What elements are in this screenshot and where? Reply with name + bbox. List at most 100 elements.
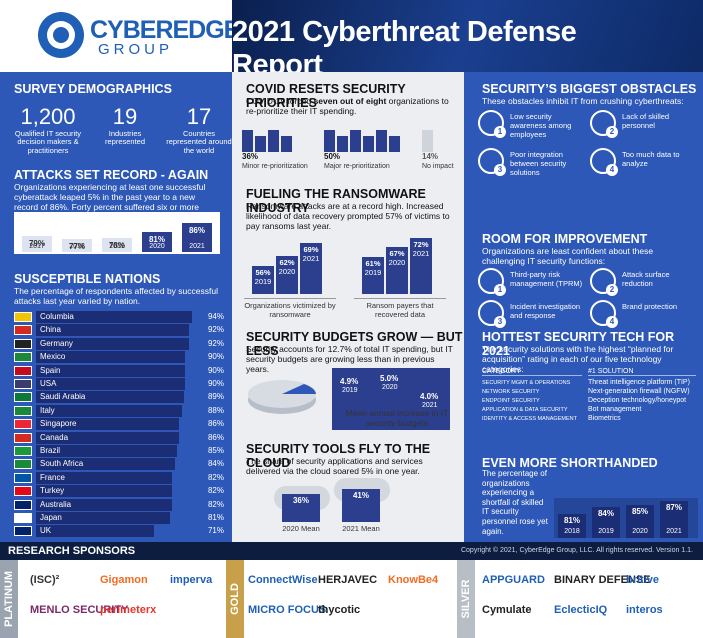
sponsor-logo: britive xyxy=(626,574,660,586)
hottest-category: ENDPOINT SECURITY xyxy=(482,398,540,404)
budget-value: 5.0% xyxy=(380,374,399,383)
attack-bar-year: 2018 xyxy=(69,243,85,250)
attack-bar-year: 2020 xyxy=(149,243,165,250)
nation-name: Saudi Arabia xyxy=(40,392,86,402)
hottest-col-category: CATEGORY xyxy=(482,368,582,376)
covid-title: COVID RESETS SECURITY PRIORITIES xyxy=(246,82,406,110)
improve-number: 2 xyxy=(606,284,618,296)
nation-name: Japan xyxy=(40,513,62,522)
building-icon xyxy=(281,136,292,152)
hottest-category: APPLICATION & DATA SECURITY xyxy=(482,407,568,413)
sponsor-logo: MENLO SECURITY xyxy=(30,604,129,616)
nation-name: South Africa xyxy=(40,459,84,469)
sponsor-logo: thycotic xyxy=(318,604,361,616)
budget-year: 2020 xyxy=(382,384,398,391)
improve-icon xyxy=(590,300,616,326)
demographics-title: SURVEY DEMOGRAPHICS xyxy=(14,82,172,96)
ransom-caption: Ransom payers that recovered data xyxy=(354,298,446,319)
ransom-bar-year: 2020 xyxy=(388,257,406,267)
nation-value: 84% xyxy=(207,459,224,469)
shorthanded-value: 84% xyxy=(597,509,614,519)
sponsor-logos: (ISC)² Gigamon imperva MENLO SECURITY perime… xyxy=(0,560,703,638)
ransom-bar: 72% 2021 xyxy=(410,238,432,294)
nation-value: 82% xyxy=(207,499,224,509)
shorthanded-value: 81% xyxy=(563,515,580,525)
nation-name: China xyxy=(40,325,61,335)
left-column: SURVEY DEMOGRAPHICS 1,200 Qualified IT se… xyxy=(0,72,232,542)
logo-mark-core xyxy=(53,27,69,43)
ransom-bar-year: 2019 xyxy=(254,277,272,286)
budget-year: 2019 xyxy=(342,387,358,394)
flag-icon xyxy=(14,352,32,363)
obstacles-number: 4 xyxy=(606,164,618,176)
nation-row: Japan 81% xyxy=(0,512,232,524)
covid-label: Minor re-prioritization xyxy=(242,163,308,170)
shorthanded-chart: 81% 2018 84% 2019 85% 2020 87% 2021 xyxy=(554,468,698,540)
sponsors-bar: RESEARCH SPONSORS Copyright © 2021, Cybe… xyxy=(0,542,703,560)
obstacles-label: Poor integration between security soluti… xyxy=(510,150,567,177)
tools-label: 2020 Mean xyxy=(282,524,320,533)
tools-title: SECURITY TOOLS FLY TO THE CLOUD xyxy=(246,442,431,470)
sponsor-logo: (ISC)² xyxy=(30,574,60,586)
ransom-bar: 62% 2020 xyxy=(276,255,298,294)
improve-label: Third-party risk management (TPRM) xyxy=(510,270,583,288)
budget-year: 2021 xyxy=(422,402,438,409)
tools-bar xyxy=(342,489,380,522)
sponsor-logo: APPGUARD xyxy=(482,574,545,586)
nation-bar xyxy=(36,337,189,350)
nation-bar xyxy=(36,351,186,364)
shorthanded-value: 85% xyxy=(631,507,648,516)
hottest-solution: Next-generation firewall (NGFW) xyxy=(588,388,690,395)
attack-bar-year: 2017 xyxy=(29,243,45,250)
attack-bar-value: 86% xyxy=(188,226,205,236)
sponsor-logo: Cymulate xyxy=(482,604,532,616)
nation-bar xyxy=(36,485,173,498)
covid-label: Major re-prioritization xyxy=(324,163,390,170)
nation-value: 92% xyxy=(207,338,224,348)
nation-name: Spain xyxy=(40,365,61,375)
shorthanded-year: 2021 xyxy=(666,528,682,535)
flag-icon xyxy=(14,338,32,349)
nation-bar xyxy=(36,525,154,538)
ransom-bar-value: 62% xyxy=(279,257,295,267)
nation-value: 82% xyxy=(207,486,224,496)
pie-icon xyxy=(246,372,326,422)
budgets-title: SECURITY BUDGETS GROW — BUT LESS xyxy=(246,330,463,358)
flag-icon xyxy=(14,432,32,443)
nation-bar xyxy=(36,498,173,511)
ransom-bar-year: 2020 xyxy=(278,266,296,276)
building-icon xyxy=(363,136,374,152)
ransom-bar: 67% 2020 xyxy=(386,246,408,294)
improve-text: Organizations are least confident about … xyxy=(482,246,654,267)
obstacles-number: 1 xyxy=(494,126,506,138)
tools-label: 2021 Mean xyxy=(342,524,380,533)
budget-value: 4.0% xyxy=(420,392,439,401)
nation-value: 88% xyxy=(207,405,224,415)
building-icon xyxy=(350,130,361,152)
tools-chart: 36% 2020 Mean 41% 2021 Mean xyxy=(252,476,452,536)
nation-bar xyxy=(36,512,171,524)
nation-value: 81% xyxy=(207,513,224,522)
ransom-bar-value: 67% xyxy=(389,248,405,258)
improve-icon xyxy=(590,268,616,294)
hottest-category: NETWORK SECURITY xyxy=(482,389,540,395)
nation-value: 86% xyxy=(207,419,224,429)
nations-chart: Columbia 94% China 92% Germany 92% Mexico 90% Sp… xyxy=(0,311,232,539)
shorthanded-year: 2018 xyxy=(564,528,580,535)
flag-icon xyxy=(14,459,32,470)
demographic-value: 17 xyxy=(186,104,212,129)
attack-bar-year: 2019 xyxy=(109,243,125,250)
ransom-bar-year: 2019 xyxy=(364,268,382,278)
obstacles-icon xyxy=(590,148,616,174)
attack-bar: 81% xyxy=(142,232,172,252)
nation-value: 90% xyxy=(207,379,224,388)
nation-name: Turkey xyxy=(40,486,65,496)
tools-value: 41% xyxy=(352,491,369,500)
flag-icon xyxy=(14,446,32,456)
hottest-col-solution: #1 SOLUTION xyxy=(588,368,696,376)
ransom-caption: Organizations victimized by ransomware xyxy=(244,298,336,319)
demographics-stats: 1,200 Qualified IT security decision make… xyxy=(6,104,232,154)
attack-bar-value: 77% xyxy=(68,242,85,252)
covid-value: 14% xyxy=(422,152,439,161)
nations-text: The percentage of respondents affected b… xyxy=(14,286,218,307)
